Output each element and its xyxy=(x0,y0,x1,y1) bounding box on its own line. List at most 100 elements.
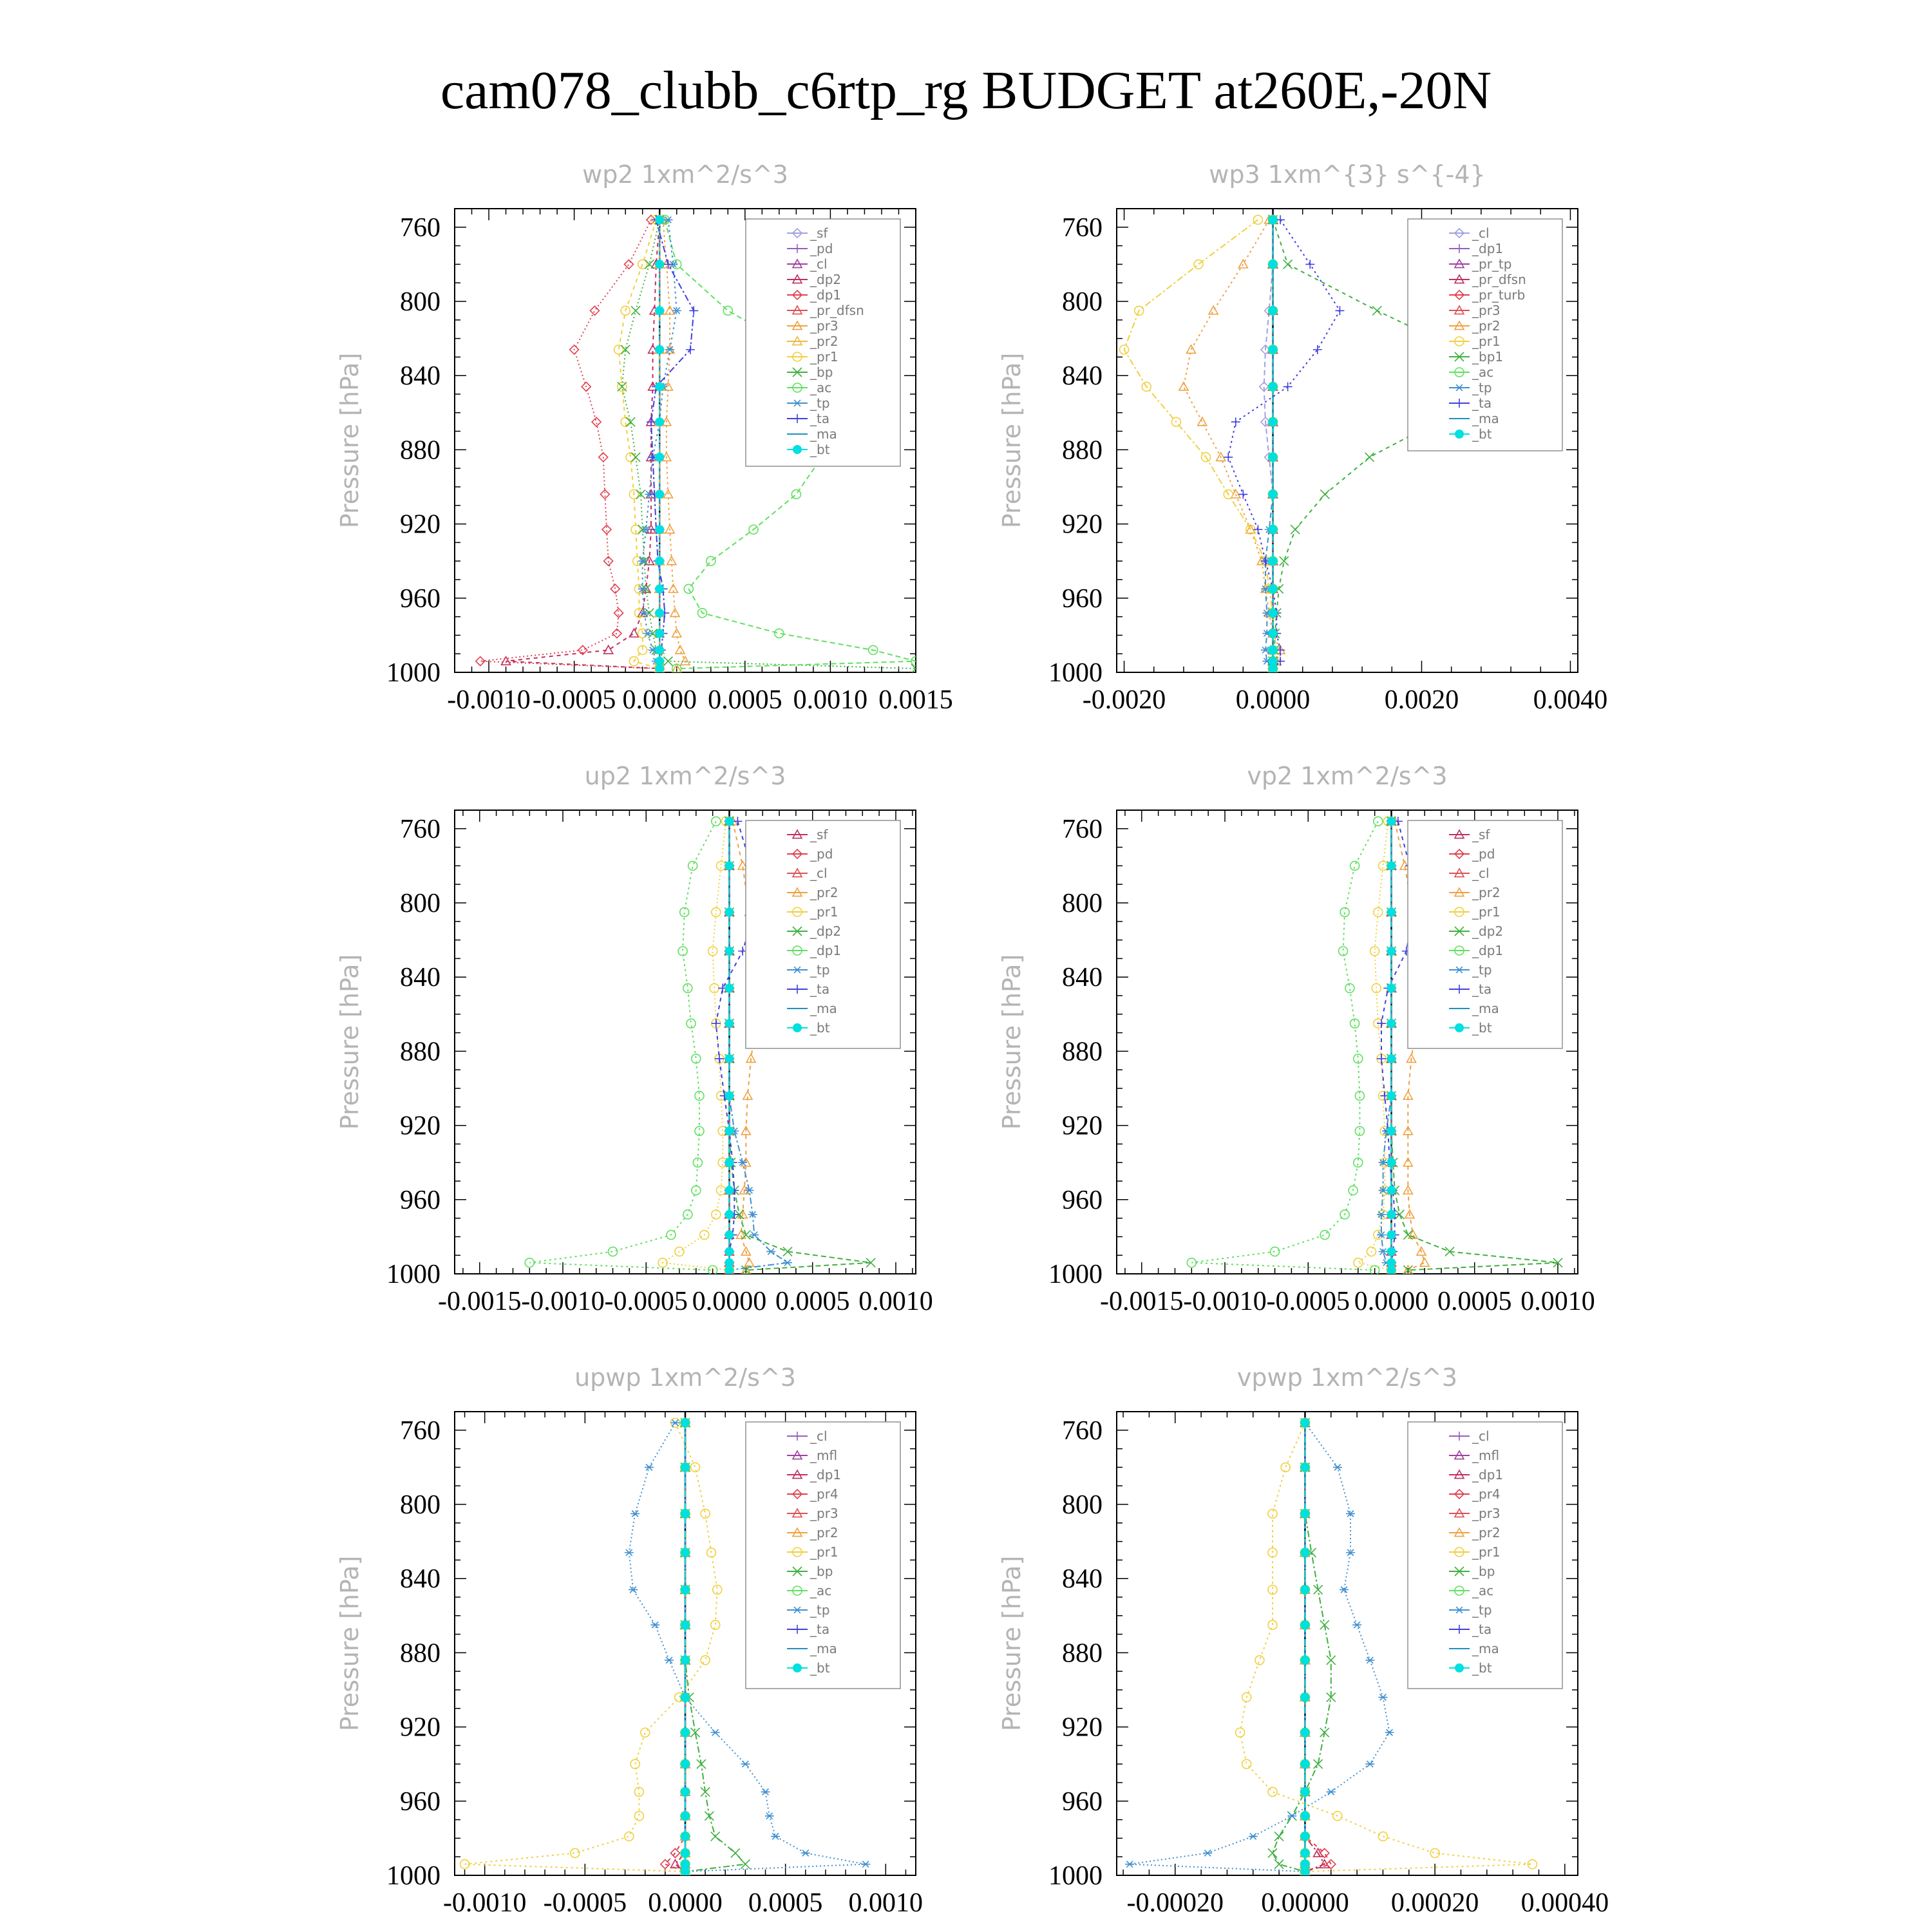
data-point-bt xyxy=(1387,983,1396,993)
y-tick-label: 840 xyxy=(1062,1564,1103,1594)
y-tick-label: 1000 xyxy=(1048,1861,1103,1891)
data-point-pr2 xyxy=(1403,1264,1414,1274)
data-point-tp xyxy=(670,1419,680,1426)
data-point-dp2 xyxy=(643,555,655,565)
x-tick-label: 0.0010 xyxy=(793,685,868,715)
data-point-bp xyxy=(704,1811,714,1821)
legend-marker xyxy=(792,907,802,917)
series-line-pr1 xyxy=(661,821,730,1271)
data-point-dp1 xyxy=(1373,816,1383,827)
data-point-dp2 xyxy=(629,627,639,638)
legend-marker xyxy=(1454,305,1465,315)
legend-marker xyxy=(1454,289,1465,301)
data-point-dp1 xyxy=(607,1246,618,1257)
legend-marker xyxy=(791,336,803,346)
data-point-ta xyxy=(1376,1054,1386,1063)
legend-marker xyxy=(791,258,803,269)
legend-marker xyxy=(1454,1527,1465,1537)
data-point-pr2 xyxy=(740,1125,752,1135)
data-point-pr1 xyxy=(1267,1548,1278,1558)
data-point-bt xyxy=(681,1859,690,1869)
data-point-ta xyxy=(1376,1019,1386,1028)
legend-label: _tp xyxy=(810,1602,830,1618)
data-point-tp xyxy=(672,307,681,314)
data-point-pr3 xyxy=(671,627,683,638)
legend-marker xyxy=(791,1469,803,1479)
y-axis-label: Pressure [hPa] xyxy=(998,353,1026,529)
data-point-tp xyxy=(1125,1861,1135,1868)
legend-marker xyxy=(791,320,803,330)
data-point-ta xyxy=(714,1054,724,1063)
data-point-pr1 xyxy=(613,345,624,355)
x-tick-label: -0.0015 xyxy=(1100,1287,1184,1316)
x-tick-label: 0.00040 xyxy=(1521,1888,1609,1918)
data-point-pr4 xyxy=(1319,1848,1330,1859)
series-line-pr2 xyxy=(732,821,761,1271)
data-point-ac xyxy=(671,663,682,672)
legend-label: _cl xyxy=(1472,225,1490,241)
legend-label: _ac xyxy=(810,1583,831,1598)
legend-label: _dp2 xyxy=(1472,923,1503,939)
data-point-bt xyxy=(655,382,665,392)
data-point-pr1 xyxy=(1141,381,1151,392)
data-point-ac xyxy=(774,628,784,639)
data-point-pr3 xyxy=(679,656,691,666)
y-tick-label: 760 xyxy=(1062,213,1103,243)
chart-panel-2: wp3 1xm^{3} s^{-4} Pressure [hPa] 760 800 84… xyxy=(998,160,1607,715)
data-point-bt xyxy=(1387,861,1396,871)
legend-marker xyxy=(793,1663,802,1672)
x-tick-label: 0.0020 xyxy=(1385,685,1459,715)
data-point-bt xyxy=(1300,1848,1310,1858)
legend-marker xyxy=(792,367,802,377)
chart-panel-3: up2 1xm^2/s^3 Pressure [hPa] 760 800 840 880 9… xyxy=(336,762,933,1316)
data-point-bt xyxy=(1268,664,1278,672)
data-point-bt xyxy=(724,1230,734,1240)
data-point-pr2 xyxy=(1178,381,1189,391)
data-point-pr2 xyxy=(741,1264,752,1274)
legend-label: _pr2 xyxy=(1472,1525,1501,1540)
legend-marker xyxy=(1455,244,1464,253)
y-tick-label: 920 xyxy=(1062,1112,1103,1141)
y-tick-label: 800 xyxy=(1062,1490,1103,1520)
series-group xyxy=(1119,214,1509,672)
data-point-dp1 xyxy=(610,583,621,594)
y-tick-label: 880 xyxy=(400,1638,440,1668)
legend-label: _ma xyxy=(810,426,837,442)
data-point-bt xyxy=(1387,1091,1396,1101)
data-point-pr3 xyxy=(663,488,674,498)
data-point-dp2 xyxy=(1403,1265,1413,1274)
y-tick-label: 880 xyxy=(1062,1037,1103,1066)
x-tick-label: -0.0010 xyxy=(1183,1287,1267,1316)
legend-label: _pr2 xyxy=(810,334,838,349)
data-point-dp1 xyxy=(601,524,612,535)
data-point-dp1 xyxy=(694,1090,705,1101)
data-point-tp xyxy=(761,1788,770,1795)
legend-marker xyxy=(1454,1508,1465,1518)
legend-marker xyxy=(791,274,803,284)
legend-marker xyxy=(1454,1547,1464,1557)
series-line-pr1 xyxy=(464,1422,718,1873)
legend-marker xyxy=(791,887,803,897)
data-point-bt xyxy=(1300,1759,1310,1769)
x-tick-label: 0.0000 xyxy=(1354,1287,1429,1316)
y-tick-label: 800 xyxy=(400,1490,440,1520)
y-tick-label: 800 xyxy=(1062,889,1103,918)
y-tick-label: 880 xyxy=(400,435,440,465)
legend-label: _mfl xyxy=(1472,1448,1499,1463)
legend-label: _ta xyxy=(810,1622,829,1637)
data-point-pr2 xyxy=(1406,1053,1417,1063)
data-point-bp xyxy=(636,489,646,500)
legend-marker xyxy=(792,383,802,393)
legend-label: _pr_dfsn xyxy=(810,303,864,318)
data-point-bt xyxy=(724,946,734,956)
legend-label: _dp1 xyxy=(810,1467,841,1482)
legend-marker xyxy=(792,945,802,956)
data-point-pr2 xyxy=(1416,1245,1427,1256)
data-point-bt xyxy=(1387,1247,1396,1256)
data-point-ac xyxy=(723,305,734,316)
data-point-tp xyxy=(638,557,647,565)
data-point-bt xyxy=(724,983,734,993)
data-point-pr1 xyxy=(459,1859,470,1870)
legend-label: _pr2 xyxy=(810,885,838,900)
legend-label: _ta xyxy=(1472,1622,1492,1637)
